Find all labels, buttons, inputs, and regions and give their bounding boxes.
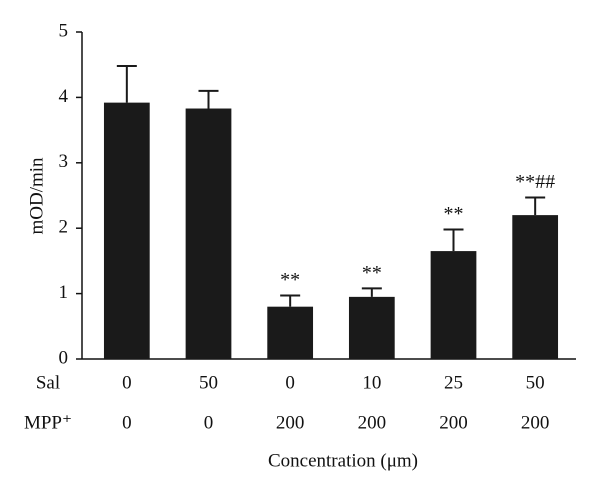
y-tick-label: 0 (59, 347, 69, 368)
error-bar (525, 196, 546, 216)
bar (267, 306, 314, 359)
x-tick-label: 0 (285, 372, 295, 393)
x-tick-label: 200 (521, 412, 550, 433)
bar (430, 251, 477, 359)
bar (185, 108, 232, 359)
x-tick-label: 50 (199, 372, 218, 393)
x-tick-label: 10 (362, 372, 381, 393)
bar (103, 102, 150, 359)
error-bar (280, 294, 301, 307)
error-bar (116, 65, 137, 103)
annotation: ** (444, 203, 464, 225)
y-tick-label: 2 (59, 217, 69, 238)
row-label: MPP⁺ (24, 412, 72, 433)
x-tick-label: 0 (204, 412, 214, 433)
x-tick-label: 50 (526, 372, 545, 393)
bar (348, 296, 395, 359)
y-tick-label: 5 (59, 20, 69, 41)
x-axis-label: Concentration (μm) (268, 450, 418, 471)
y-tick-label: 3 (59, 151, 69, 172)
y-tick-label: 4 (59, 86, 69, 107)
annotation: ** (280, 269, 300, 291)
bar (512, 215, 559, 359)
row-label: Sal (36, 372, 60, 393)
error-bar (443, 228, 464, 252)
error-bar (198, 89, 219, 109)
x-tick-label: 200 (358, 412, 387, 433)
x-tick-label: 200 (439, 412, 468, 433)
annotation: **## (515, 171, 555, 193)
y-axis-label: mOD/min (26, 157, 47, 235)
x-tick-label: 25 (444, 372, 463, 393)
x-tick-label: 0 (122, 372, 132, 393)
y-tick-label: 1 (59, 282, 69, 303)
error-bar (361, 287, 382, 297)
annotation: ** (362, 262, 382, 284)
x-tick-label: 0 (122, 412, 132, 433)
x-tick-label: 200 (276, 412, 305, 433)
